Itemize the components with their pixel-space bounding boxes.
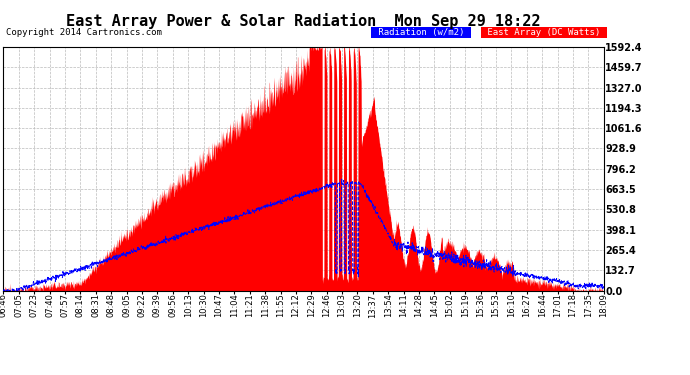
Text: Copyright 2014 Cartronics.com: Copyright 2014 Cartronics.com — [6, 28, 162, 37]
Text: East Array (DC Watts): East Array (DC Watts) — [482, 28, 606, 37]
Text: Radiation (w/m2): Radiation (w/m2) — [373, 28, 469, 37]
Text: East Array Power & Solar Radiation  Mon Sep 29 18:22: East Array Power & Solar Radiation Mon S… — [66, 13, 541, 29]
